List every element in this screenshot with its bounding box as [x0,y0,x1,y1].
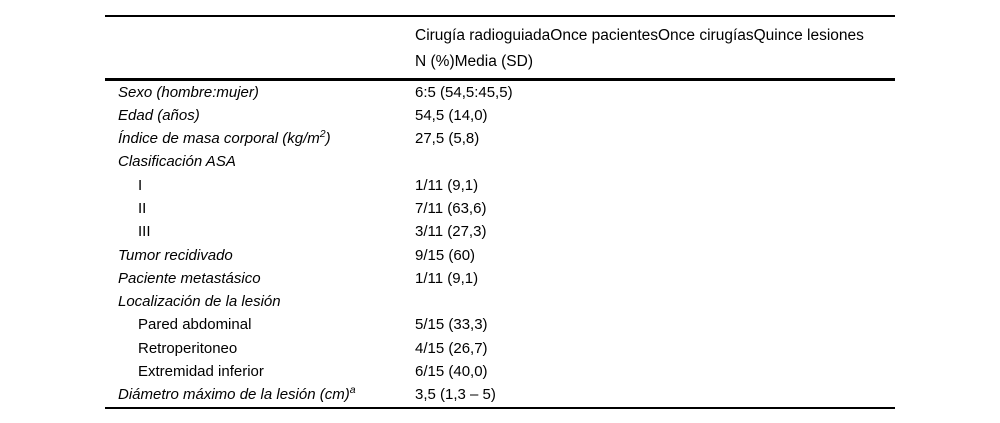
header-column-subtitle: N (%)Media (SD) [415,53,533,70]
table-body: Sexo (hombre:mujer) 6:5 (54,5:45,5) Edad… [105,81,895,407]
row-label: Pared abdominal [138,316,252,334]
row-value: 4/15 (26,7) [415,339,488,357]
row-value: 7/11 (63,6) [415,200,487,218]
table-row-extremidad-inferior: Extremidad inferior 6/15 (40,0) [105,360,895,383]
table-row-asa-iii: III 3/11 (27,3) [105,221,895,244]
row-label: Localización de la lesión [118,293,281,311]
row-label: Tumor recidivado [118,246,233,264]
row-label: Paciente metastásico [118,269,261,287]
table-row-sexo: Sexo (hombre:mujer) 6:5 (54,5:45,5) [105,81,895,104]
row-label: Retroperitoneo [138,339,238,357]
row-label: Sexo (hombre:mujer) [118,83,259,101]
patient-characteristics-table: Cirugía radioguiadaOnce pacientesOnce ci… [105,15,895,409]
row-value: 1/11 (9,1) [415,269,479,287]
table-row-asa-ii: II 7/11 (63,6) [105,197,895,220]
table-row-imc: Índice de masa corporal (kg/m2) 27,5 (5,… [105,128,895,151]
row-value: 9/15 (60) [415,246,476,264]
table-row-edad: Edad (años) 54,5 (14,0) [105,104,895,127]
row-label: I [138,176,143,194]
table-bottom-rule [105,407,895,409]
row-label: Índice de masa corporal (kg/m2) [118,128,331,148]
table-row-tumor-recidivado: Tumor recidivado 9/15 (60) [105,244,895,267]
row-value: 6/15 (40,0) [415,363,488,381]
row-value: 6:5 (54,5:45,5) [415,83,513,101]
table-header-rule [105,78,895,81]
table-row-localizacion: Localización de la lesión [105,291,895,314]
row-label: Clasificación ASA [118,153,236,171]
table-row-asa-i: I 1/11 (9,1) [105,174,895,197]
table-top-rule [105,15,895,17]
table-row-clasificacion-asa: Clasificación ASA [105,151,895,174]
row-value: 27,5 (5,8) [415,130,480,148]
row-value: 3,5 (1,3 – 5) [415,386,496,404]
table-header: Cirugía radioguiadaOnce pacientesOnce ci… [105,17,895,78]
row-value: 54,5 (14,0) [415,106,488,124]
row-value: 3/11 (27,3) [415,223,487,241]
table-row-paciente-metastasico: Paciente metastásico 1/11 (9,1) [105,267,895,290]
row-label: III [138,223,151,241]
row-value: 5/15 (33,3) [415,316,488,334]
table-row-diametro-maximo: Diámetro máximo de la lesión (cm)a 3,5 (… [105,384,895,407]
header-column-title: Cirugía radioguiadaOnce pacientesOnce ci… [415,27,864,44]
row-value: 1/11 (9,1) [415,176,479,194]
row-label: Diámetro máximo de la lesión (cm)a [118,384,356,404]
row-label: Extremidad inferior [138,363,264,381]
row-label: Edad (años) [118,106,200,124]
table-row-retroperitoneo: Retroperitoneo 4/15 (26,7) [105,337,895,360]
row-label: II [138,200,147,218]
table-row-pared-abdominal: Pared abdominal 5/15 (33,3) [105,314,895,337]
